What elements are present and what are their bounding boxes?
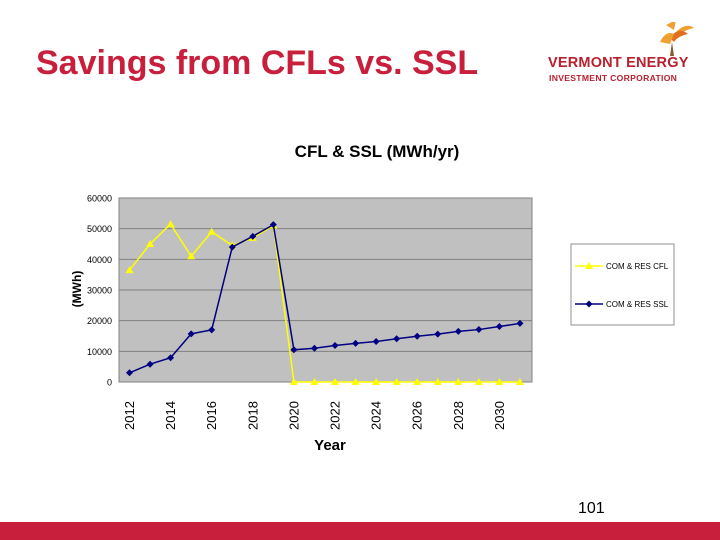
page-number: 101 bbox=[578, 500, 605, 517]
cfl-point bbox=[187, 252, 196, 260]
cfl-point bbox=[351, 378, 360, 385]
vermont-energy-logo: VERMONT ENERGY INVESTMENT CORPORATION bbox=[548, 22, 698, 83]
bottom-bar bbox=[0, 522, 720, 540]
cfl-point bbox=[331, 378, 339, 385]
x-tick-label: 2024 bbox=[369, 401, 384, 430]
sun-logo-icon bbox=[660, 22, 694, 56]
cfl-point bbox=[474, 378, 483, 385]
ssl-point bbox=[331, 342, 339, 350]
ssl-point bbox=[187, 330, 195, 338]
cfl-point bbox=[310, 378, 319, 385]
x-tick-label: 2028 bbox=[451, 401, 466, 430]
x-tick-label: 2016 bbox=[204, 401, 219, 430]
ssl-point bbox=[310, 344, 318, 352]
ssl-point bbox=[352, 339, 360, 347]
x-tick-label: 2030 bbox=[492, 401, 507, 430]
x-tick-label: 2018 bbox=[245, 401, 260, 430]
ssl-point bbox=[146, 360, 154, 368]
x-tick-label: 2022 bbox=[328, 401, 343, 430]
cfl-point bbox=[433, 378, 442, 385]
ssl-point bbox=[393, 335, 401, 343]
series-line-0 bbox=[128, 222, 520, 383]
y-tick-label: 0 bbox=[107, 378, 112, 388]
logo-line1: VERMONT ENERGY bbox=[548, 55, 689, 71]
y-tick-label: 60000 bbox=[87, 194, 112, 204]
ssl-point bbox=[516, 319, 524, 327]
legend-box bbox=[570, 243, 675, 326]
cfl-point bbox=[125, 266, 134, 274]
ssl-point bbox=[413, 332, 421, 340]
y-tick-label: 50000 bbox=[87, 224, 112, 234]
ssl-point bbox=[434, 330, 442, 338]
cfl-point bbox=[495, 378, 504, 385]
cfl-point bbox=[392, 378, 401, 385]
ssl-point bbox=[290, 346, 298, 354]
ssl-point bbox=[372, 338, 380, 346]
x-tick-label: 2012 bbox=[122, 401, 137, 430]
cfl-point bbox=[372, 378, 381, 385]
cfl-point bbox=[413, 378, 422, 385]
ssl-point bbox=[475, 326, 483, 334]
legend-cfl-marker bbox=[585, 262, 593, 269]
ssl-point bbox=[249, 232, 257, 240]
ssl-point bbox=[495, 322, 503, 330]
ssl-point bbox=[167, 354, 175, 362]
ssl-point bbox=[269, 221, 277, 229]
ssl-point bbox=[454, 327, 462, 335]
x-tick-label: 2014 bbox=[163, 401, 178, 430]
x-tick-label: 2026 bbox=[410, 401, 425, 430]
cfl-point bbox=[166, 220, 175, 228]
y-tick-label: 20000 bbox=[87, 316, 112, 326]
slide-title: Savings from CFLs vs. SSL bbox=[36, 44, 479, 82]
y-axis-label: (MWh) bbox=[70, 271, 84, 308]
logo-line2: INVESTMENT CORPORATION bbox=[549, 73, 678, 83]
cfl-point bbox=[289, 378, 298, 385]
x-axis-label: Year bbox=[314, 437, 346, 454]
cfl-ssl-chart: CFL & SSL (MWh/yr) 0 10000 20000 30000 40000… bbox=[70, 142, 675, 454]
cfl-point bbox=[454, 378, 463, 385]
ssl-point bbox=[126, 369, 133, 377]
ssl-point bbox=[208, 326, 216, 334]
y-tick-label: 40000 bbox=[87, 255, 112, 265]
ssl-point bbox=[228, 243, 236, 251]
cfl-point bbox=[515, 378, 524, 385]
legend-cfl-label: COM & RES CFL bbox=[606, 262, 669, 271]
y-tick-label: 30000 bbox=[87, 286, 112, 296]
cfl-point bbox=[146, 240, 155, 247]
x-tick-label: 2020 bbox=[286, 401, 301, 430]
legend-ssl-label: COM & RES SSL bbox=[606, 300, 669, 309]
series-line-1 bbox=[129, 223, 521, 374]
y-tick-label: 10000 bbox=[87, 347, 112, 357]
legend-ssl-marker bbox=[585, 300, 593, 308]
cfl-point bbox=[207, 227, 216, 235]
chart-title: CFL & SSL (MWh/yr) bbox=[295, 142, 460, 161]
